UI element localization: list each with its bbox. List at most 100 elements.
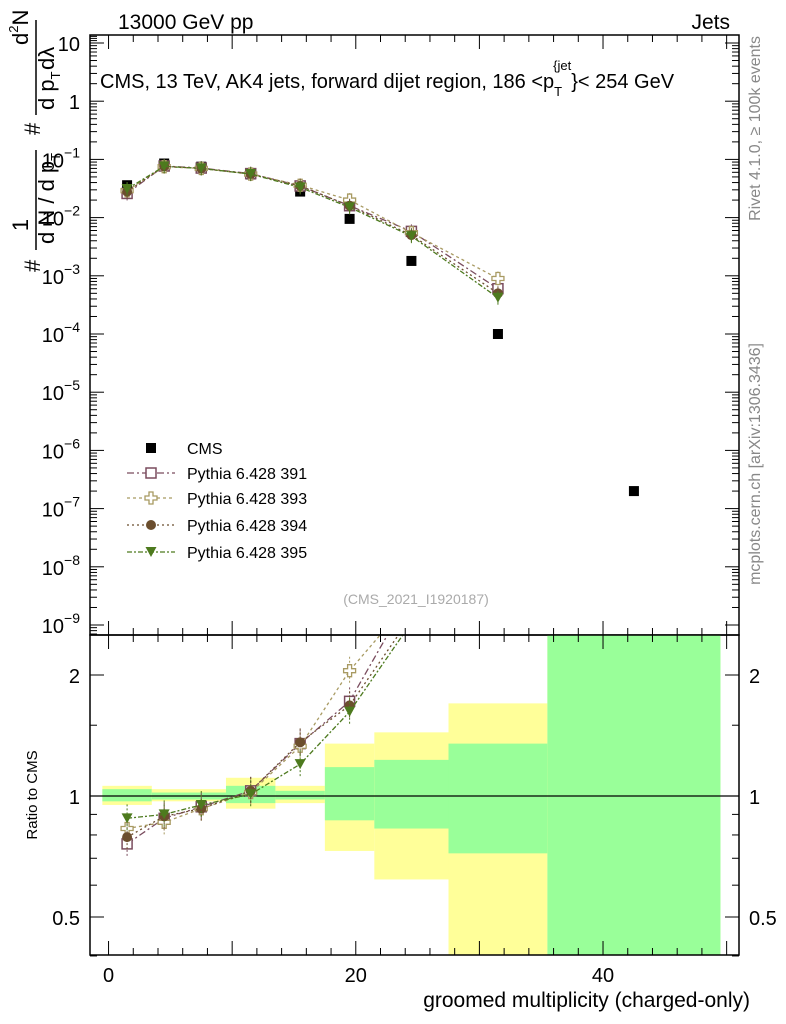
main-point: [628, 486, 639, 497]
legend-marker: [146, 520, 156, 530]
main-series-line: [126, 165, 499, 290]
main-plot-panel: 10110−110−210−310−410−510−610−710−810−9 …: [6, 10, 740, 638]
chart-title: CMS, 13 TeV, AK4 jets, forward dijet reg…: [100, 58, 675, 99]
legend-label: Pythia 6.428 394: [187, 518, 307, 535]
main-data-marks: [120, 158, 639, 497]
main-y-tick-label: 1: [69, 92, 80, 114]
main-point: [491, 271, 505, 286]
ratio-band-green: [448, 743, 548, 854]
header-left: 13000 GeV pp: [118, 11, 253, 34]
main-series-pythia-6-428-393: [120, 159, 505, 286]
ratio-series-pythia-6-428-395: [121, 635, 404, 833]
x-tick-label: 0: [103, 965, 114, 987]
main-y-tick-label: 10−5: [42, 377, 80, 405]
ratio-axis-ticks: 0.5 0.51 12 20 20 40: [52, 635, 777, 987]
main-point: [492, 329, 503, 339]
main-point: [405, 231, 417, 242]
main-point: [406, 255, 417, 266]
ratio-point: [344, 706, 356, 717]
main-point: [344, 202, 356, 213]
ratio-band-green: [547, 635, 721, 955]
ratio-point: [122, 832, 133, 843]
title-sub: T: [554, 84, 562, 99]
main-y-tick-label: 10−2: [42, 203, 80, 231]
ratio-point: [121, 813, 133, 824]
ylabel-d2n: d2N: [6, 10, 33, 45]
ratio-y-tick-label: 1: [69, 787, 80, 809]
ylabel-t1: T: [48, 153, 63, 161]
ratio-point: [245, 789, 257, 800]
ylabel-dlambda: dλ: [34, 47, 59, 70]
main-y-tick-label: 10−3: [42, 261, 80, 289]
rivet-label: Rivet 4.1.0, ≥ 100k events: [747, 36, 764, 221]
title-sup: {jet: [553, 58, 571, 73]
main-point: [492, 292, 504, 303]
analysis-watermark: (CMS_2021_I1920187): [343, 591, 489, 607]
legend-label: Pythia 6.428 391: [187, 466, 307, 483]
main-axis-ticks: [90, 35, 739, 635]
ratio-point: [295, 737, 306, 748]
ratio-frame: [89, 634, 740, 956]
main-point: [245, 169, 257, 180]
ratio-point: [294, 759, 306, 770]
main-y-tick-label: 10−7: [42, 494, 80, 522]
legend-label: CMS: [187, 441, 223, 458]
ylabel-hash-right: #: [20, 122, 45, 135]
main-series-pythia-6-428-394: [122, 159, 503, 301]
main-point: [344, 213, 355, 224]
main-series-line: [126, 165, 499, 299]
ylabel-dp: d pT: [34, 71, 63, 110]
title-post: }< 254 GeV: [571, 71, 675, 93]
ratio-plot-panel: 0.5 0.51 12 20 20 40 Ratio to CMS groomed mul…: [24, 634, 777, 1012]
ratio-y-tick-label-right: 2: [749, 666, 760, 688]
main-series-line: [126, 166, 499, 280]
ratio-uncertainty-bands: [102, 635, 721, 955]
ylabel-two: 2: [6, 26, 21, 33]
legend-marker: [146, 443, 156, 453]
ratio-band-green: [275, 790, 325, 800]
main-point: [195, 163, 207, 174]
x-axis-label: groomed multiplicity (charged-only): [423, 989, 750, 1012]
ylabel-hash-left: #: [20, 259, 45, 272]
legend-marker: [144, 491, 158, 505]
legend-entry: CMS: [146, 441, 223, 458]
main-y-tick-label: 10−1: [42, 144, 80, 172]
main-point: [158, 161, 170, 172]
main-y-tick-label: 10: [58, 34, 80, 56]
legend-marker: [145, 547, 157, 557]
ylabel-dNdpt: d N / d pT: [34, 153, 63, 244]
main-y-axis-label: # 1 d N / d pT # d pT d2N dλ: [6, 10, 63, 272]
x-tick-label: 40: [592, 965, 614, 987]
main-y-tick-label: 10−4: [42, 319, 80, 347]
ylabel-one: 1: [8, 219, 33, 231]
mcplots-label: mcplots.cern.ch [arXiv:1306.3436]: [747, 343, 764, 585]
main-point: [294, 182, 306, 193]
ratio-y-tick-label: 0.5: [52, 908, 80, 930]
legend-label: Pythia 6.428 393: [187, 491, 307, 508]
ratio-data-marks: [120, 635, 404, 858]
ratio-band-green: [374, 759, 449, 829]
ratio-band-green: [324, 767, 375, 821]
main-point: [121, 184, 133, 195]
main-y-tick-label: 10−9: [42, 610, 80, 638]
ratio-point: [195, 799, 207, 810]
ylabel-t2: T: [48, 71, 63, 79]
legend-label: Pythia 6.428 395: [187, 545, 307, 562]
main-y-tick-label: 10−8: [42, 552, 80, 580]
ylabel-d: d: [8, 33, 33, 45]
title-pre: CMS, 13 TeV, AK4 jets, forward dijet reg…: [100, 71, 554, 93]
ratio-band-green: [102, 789, 152, 802]
legend-entry: Pythia 6.428 394: [127, 518, 307, 535]
legend-entry: Pythia 6.428 391: [127, 466, 307, 483]
ratio-y-axis-label: Ratio to CMS: [24, 750, 41, 839]
ylabel-n: N: [8, 10, 33, 26]
ylabel-dp-text: d p: [34, 79, 59, 110]
main-y-tick-labels: 10 1 10−1 10−2 10−3 10−4 10−5 10−6 10−7 10−8 10−9: [42, 34, 80, 638]
legend-entry: Pythia 6.428 393: [127, 491, 307, 508]
ratio-point: [342, 664, 357, 678]
ratio-y-tick-label-right: 0.5: [749, 908, 777, 930]
main-series-line: [126, 165, 499, 294]
legend: CMS Pythia 6.428 391 Pythia 6.428 393 Pythi…: [127, 441, 307, 562]
ylabel-dn-dp: d N / d p: [34, 161, 59, 244]
